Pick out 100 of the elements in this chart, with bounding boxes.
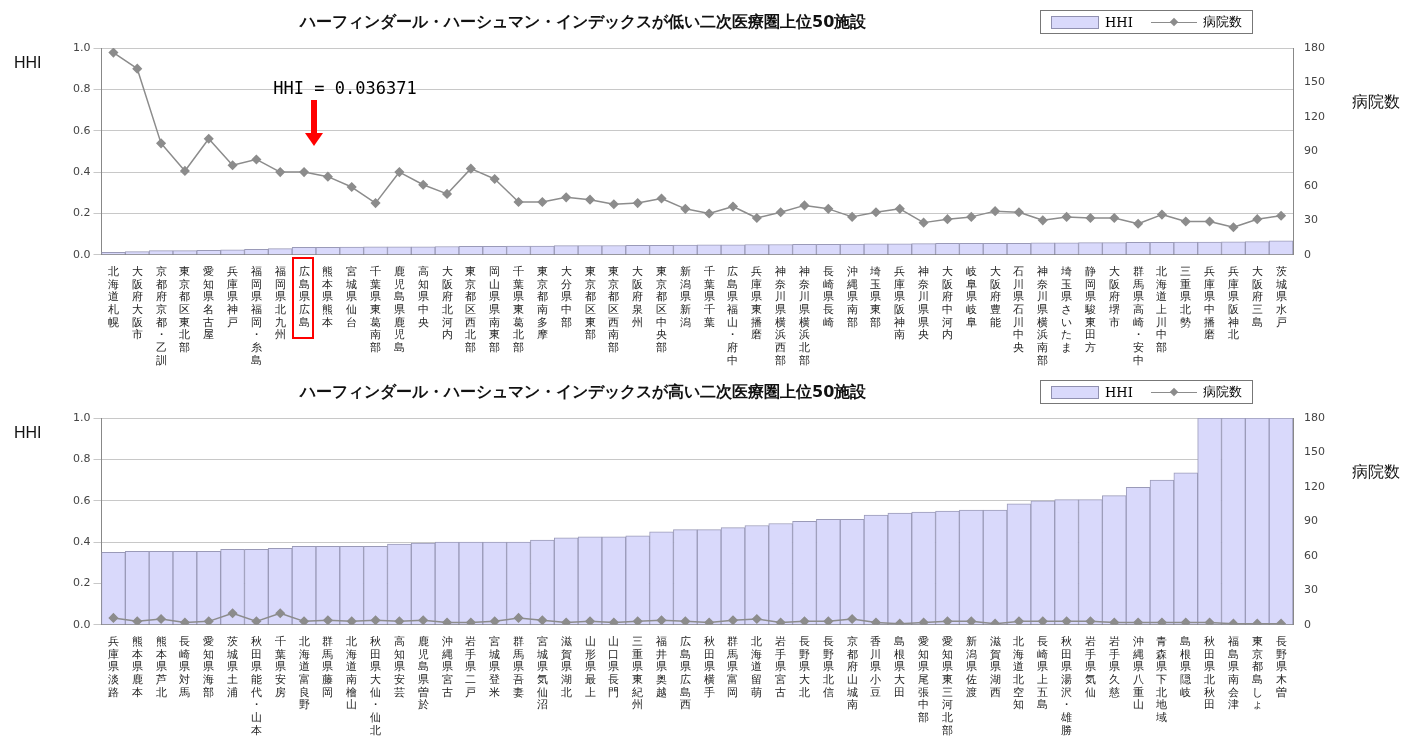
x-tick-label: 沖縄県八重山	[1131, 634, 1144, 712]
x-tick-label: 兵庫県神戸	[227, 264, 239, 329]
x-tick-label: 兵庫県東播磨	[751, 264, 763, 342]
x-tick-label: 熊本県芦北	[155, 634, 167, 699]
x-tick-label: 山形県最上	[584, 634, 596, 699]
point	[775, 207, 786, 218]
x-tick-label: 秋田県横手	[703, 634, 715, 699]
x-tick-label: 千葉県千葉	[703, 264, 715, 329]
x-tick-label: 岐阜県岐阜	[965, 264, 977, 329]
x-tick-label: 東京都島しょ	[1251, 634, 1263, 712]
y2-tick-label: 0	[1304, 617, 1311, 631]
x-tick-label: 熊本県熊本	[322, 264, 334, 329]
point	[871, 207, 881, 218]
x-tick-label: 大阪府中河内	[941, 264, 953, 342]
point	[656, 193, 667, 204]
x-tick-label: 兵庫県淡路	[107, 634, 119, 699]
x-tick-label: 新潟県新潟	[679, 264, 691, 329]
y-axis-title: HHI	[14, 424, 42, 442]
x-tick-label: 茨城県水戸	[1274, 264, 1287, 329]
y-tick-label: 1.0	[72, 410, 91, 424]
y-tick-label: 0.2	[72, 206, 91, 220]
point	[1252, 214, 1263, 224]
x-tick-label: 京都府山城南	[845, 634, 858, 712]
y2-axis-title: 病院数	[1352, 462, 1400, 482]
point	[537, 197, 548, 207]
x-tick-label: 長野県大北	[798, 634, 810, 699]
point	[728, 201, 738, 212]
x-tick-label: 東京都区東部	[584, 264, 596, 342]
chart-title: ハーフィンダール・ハーシュマン・インデックスが高い二次医療圏上位50施設	[300, 382, 867, 403]
point	[466, 163, 476, 174]
x-tick-label: 北海道上川中部	[1156, 264, 1168, 354]
point	[156, 138, 166, 149]
point	[323, 171, 333, 182]
x-tick-label: 広島県広島	[298, 264, 310, 329]
point	[1181, 216, 1191, 227]
point	[1085, 213, 1096, 223]
x-tick-label: 三重県東紀州	[632, 634, 644, 712]
point	[1038, 215, 1048, 226]
x-tick-label: 福岡県北九州	[274, 264, 286, 342]
y2-tick-label: 150	[1304, 75, 1325, 89]
point	[251, 154, 262, 165]
x-tick-label: 広島県広島西	[679, 634, 691, 712]
legend-label: 病院数	[1202, 13, 1242, 31]
x-tick-label: 愛知県海部	[203, 634, 215, 699]
x-tick-label: 北海道南檜山	[346, 634, 358, 712]
x-tick-label: 北海道北空知	[1013, 634, 1025, 712]
y2-tick-label: 0	[1304, 247, 1311, 261]
x-tick-label: 熊本県鹿本	[131, 634, 143, 699]
point	[442, 189, 452, 199]
y2-tick-label: 180	[1304, 40, 1325, 54]
point	[299, 167, 309, 177]
x-tick-label: 沖縄県宮古	[440, 634, 453, 699]
x-tick-label: 大阪府大阪市	[131, 264, 143, 342]
point	[1204, 216, 1215, 227]
y-tick-label: 0.0	[72, 617, 91, 631]
x-tick-label: 長野県北信	[822, 634, 834, 699]
y2-axis-title: 病院数	[1352, 92, 1400, 112]
x-tick-label: 福岡県福岡・糸島	[250, 264, 262, 367]
x-tick-label: 岩手県宮古	[775, 634, 787, 699]
x-tick-label: 大阪府豊能	[989, 264, 1001, 329]
y2-tick-label: 120	[1304, 109, 1325, 123]
x-tick-label: 兵庫県阪神北	[1227, 264, 1239, 342]
x-tick-label: 三重県北勢	[1180, 264, 1192, 329]
point	[966, 212, 977, 222]
x-tick-label: 宮城県気仙沼	[535, 634, 548, 712]
y2-tick-label: 90	[1304, 514, 1318, 528]
y2-tick-label: 150	[1304, 445, 1325, 459]
chart-title: ハーフィンダール・ハーシュマン・インデックスが低い二次医療圏上位50施設	[300, 12, 867, 33]
x-tick-label: 長崎県長崎	[822, 264, 834, 329]
x-tick-label: 兵庫県中播磨	[1204, 264, 1216, 342]
y2-tick-label: 60	[1304, 178, 1318, 192]
y2-tick-label: 90	[1304, 144, 1318, 158]
x-tick-label: 埼玉県東部	[869, 264, 882, 329]
x-tick-label: 岩手県気仙	[1084, 634, 1096, 699]
y-axis-title: HHI	[14, 54, 42, 72]
point	[1133, 219, 1143, 229]
x-tick-label: 高知県安芸	[393, 634, 405, 699]
x-tick-label: 岡山県県南東部	[489, 264, 501, 354]
x-tick-label: 鹿児島県鹿児島	[393, 264, 405, 354]
x-tick-label: 大阪府北河内	[441, 264, 453, 342]
x-tick-label: 滋賀県湖西	[989, 634, 1001, 699]
x-tick-label: 広島県福山・府中	[727, 264, 739, 367]
x-tick-label: 神奈川県横浜北部	[798, 264, 810, 367]
x-tick-label: 東京都区東北部	[179, 264, 191, 354]
point	[275, 167, 285, 177]
x-tick-label: 秋田県湯沢・雄勝	[1060, 634, 1073, 737]
x-tick-label: 愛知県東三河北部	[941, 634, 953, 737]
y2-tick-label: 180	[1304, 410, 1325, 424]
x-tick-label: 長崎県対馬	[178, 634, 191, 699]
x-tick-label: 東京都南多摩	[536, 264, 548, 342]
point	[895, 204, 905, 214]
x-tick-label: 香川県小豆	[870, 634, 882, 699]
y-tick-label: 0.8	[72, 82, 91, 96]
point	[227, 160, 238, 170]
point	[632, 198, 643, 208]
point	[418, 179, 428, 190]
point	[180, 166, 190, 176]
x-tick-label: 群馬県富岡	[726, 634, 739, 699]
x-tick-label: 山口県長門	[608, 634, 620, 699]
x-tick-label: 東京都区中央部	[656, 264, 667, 354]
